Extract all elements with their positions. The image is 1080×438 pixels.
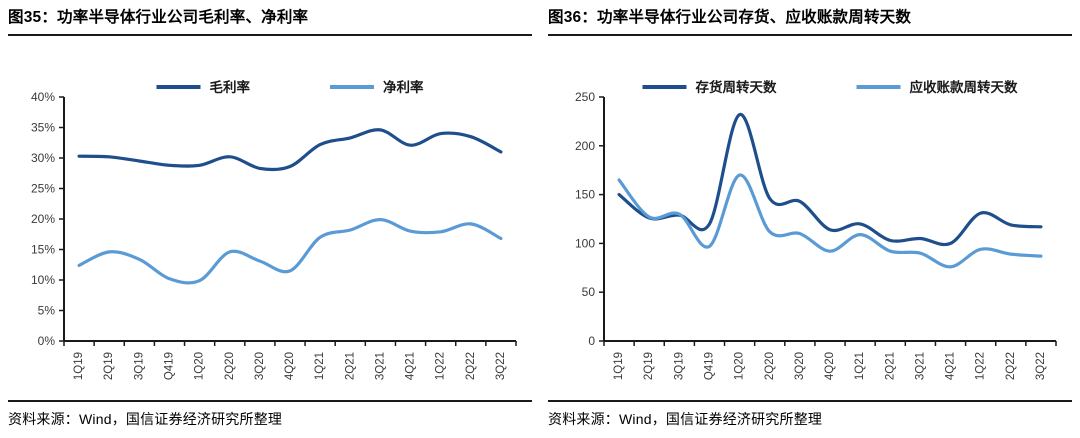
legend-label: 存货周转天数 [696,79,777,95]
x-category-label: 1Q22 [975,352,987,380]
margin-rate-line-chart: 0% 5% 10% 15% 20% 25% 30% 35% 40% 1Q19 2Q19 3Q19 Q41… [31,79,517,381]
x-category-label: 2Q19 [103,352,115,380]
x-category-label: 2Q22 [465,352,477,380]
x-category-label: 1Q19 [613,352,625,380]
figure-35-panel: 图35：功率半导体行业公司毛利率、净利率 0% 5% 10% 15% 20% 25% 30%… [8,9,532,428]
y-tick-label: 0 [588,334,595,348]
y-tick-label: 20% [31,212,55,226]
x-category-label: 1Q21 [314,352,326,380]
y-tick-label: 50 [582,286,596,300]
legend-label: 净利率 [383,79,424,95]
x-category-label: 4Q20 [284,352,296,380]
y-tick-label: 100 [575,237,595,251]
x-category-label: 4Q21 [405,352,417,380]
y-tick-label: 200 [575,139,595,153]
x-category-label: 3Q22 [495,352,507,380]
source-divider [548,400,1072,403]
series-line [77,128,503,172]
y-tick-label: 0% [38,334,56,348]
title-divider [8,34,532,37]
x-category-label: 2Q20 [224,352,236,380]
x-category-label: Q419 [703,352,715,380]
legend-label: 毛利率 [210,79,251,95]
x-category-label: 1Q20 [194,352,206,380]
series-line [617,173,1043,269]
x-category-label: 1Q22 [435,352,447,380]
x-category-label: 1Q20 [734,352,746,380]
title-divider [548,34,1072,37]
figure-36-panel: 图36：功率半导体行业公司存货、应收账款周转天数 0 50 100 150 200 250… [540,0,1080,438]
x-category-label: 3Q19 [673,352,685,380]
x-category-label: 3Q19 [133,352,145,380]
y-tick-label: 15% [31,243,55,257]
source-note: 资料来源：Wind，国信证券经济研究所整理 [8,411,283,428]
x-category-label: 3Q20 [254,352,266,380]
x-category-label: 2Q21 [884,352,896,380]
y-tick-label: 25% [31,182,55,196]
x-category-label: 4Q20 [824,352,836,380]
x-category-label: 3Q21 [914,352,926,380]
x-category-label: 1Q21 [854,352,866,380]
legend-label: 应收账款周转天数 [910,79,1018,95]
y-tick-label: 35% [31,121,55,135]
x-category-label: 3Q20 [794,352,806,380]
x-category-label: Q419 [163,352,175,380]
source-note: 资料来源：Wind，国信证券经济研究所整理 [548,411,823,428]
x-category-label: 2Q19 [643,352,655,380]
x-category-label: 2Q22 [1005,352,1017,380]
y-tick-label: 5% [38,304,56,318]
x-category-label: 2Q20 [764,352,776,380]
x-category-label: 2Q21 [344,352,356,380]
turnover-days-line-chart: 0 50 100 150 200 250 1Q19 2Q19 3Q19 Q419 1Q20 2Q20 3… [575,79,1057,381]
y-tick-label: 30% [31,151,55,165]
y-tick-label: 40% [31,90,55,104]
figure-36-title: 图36：功率半导体行业公司存货、应收账款周转天数 [548,9,912,26]
series-line [77,218,503,285]
y-tick-label: 10% [31,273,55,287]
figure-35-title: 图35：功率半导体行业公司毛利率、净利率 [8,9,309,26]
x-category-label: 4Q21 [945,352,957,380]
series-line [617,113,1043,247]
y-tick-label: 250 [575,90,595,104]
x-category-label: 3Q21 [374,352,386,380]
source-divider [8,400,532,403]
x-category-label: 1Q19 [73,352,85,380]
x-category-label: 3Q22 [1035,352,1047,380]
y-tick-label: 150 [575,188,595,202]
